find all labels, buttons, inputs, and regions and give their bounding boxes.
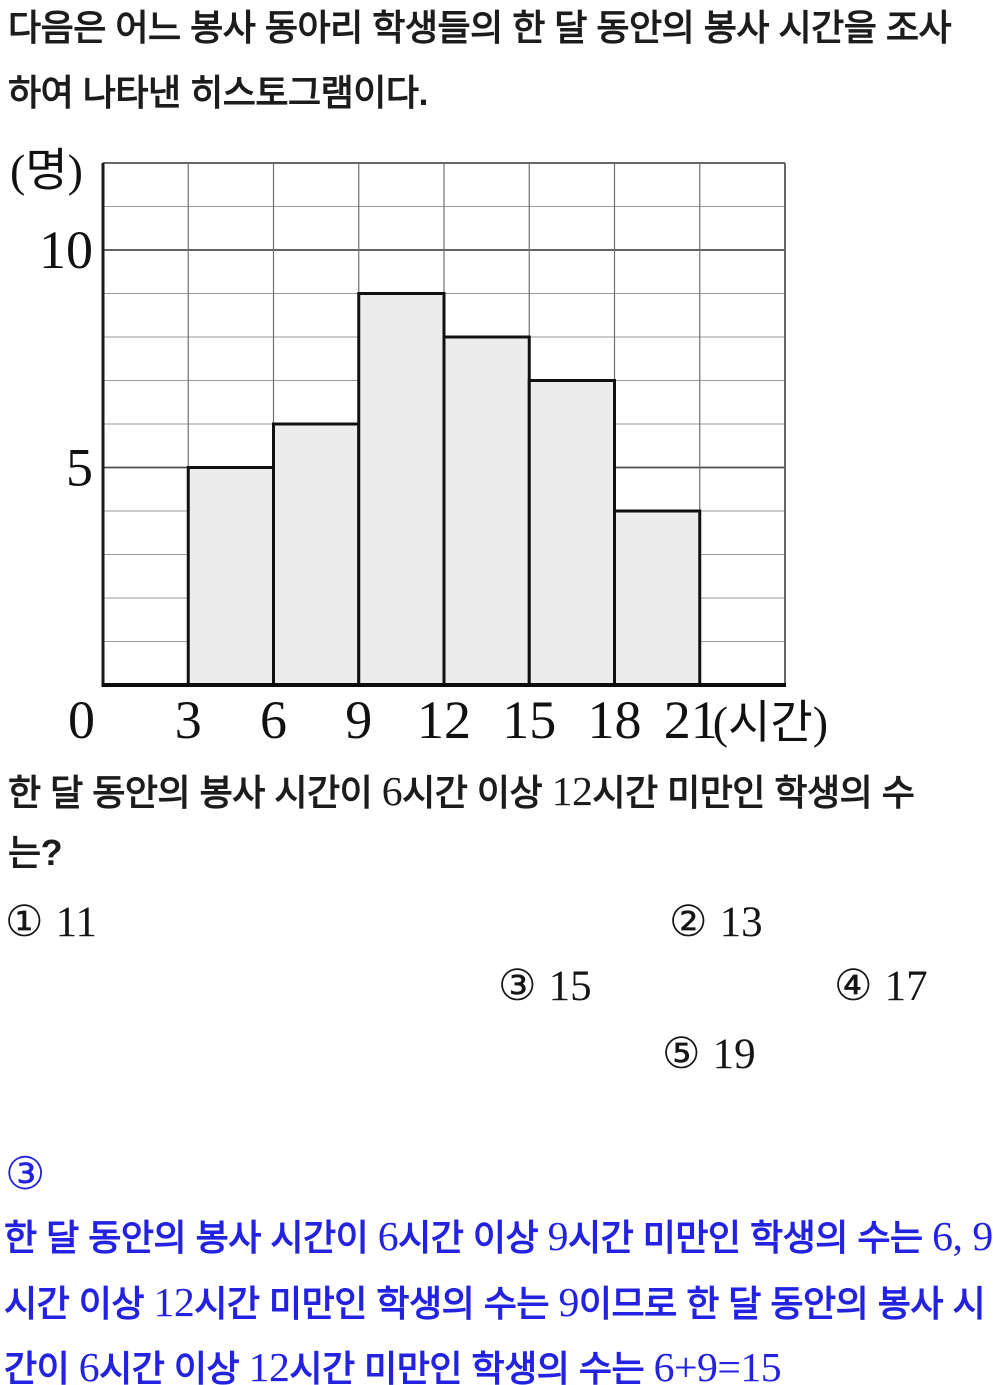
histogram-svg: 5 10 0 3 6 9 12 15 18 21 (명) (시간) [10, 145, 828, 750]
histogram-chart: 5 10 0 3 6 9 12 15 18 21 (명) (시간) [0, 140, 993, 760]
histogram-bar [613, 509, 702, 687]
serif-number: 6 [377, 1214, 399, 1260]
x-axis-tick-label: 15 [502, 690, 556, 750]
x-axis-tick-label: 6 [260, 690, 287, 750]
problem-intro-line1: 다음은 어느 봉사 동아리 학생들의 한 달 동안의 봉사 시간을 조사 [8, 7, 952, 48]
serif-number: 6 [381, 769, 403, 815]
x-axis-tick-label: 3 [175, 690, 202, 750]
x-axis-tick-label: 9 [345, 690, 372, 750]
serif-number: 6 [78, 1345, 100, 1385]
x-axis-unit-label: (시간) [713, 697, 828, 748]
histogram-bar [442, 335, 531, 687]
problem-intro-line2: 하여 나타낸 히스토그램이다. [8, 72, 428, 113]
serif-number: 12 [248, 1345, 290, 1385]
choice-5-marker: ⑤ [662, 1031, 701, 1078]
choice-3-marker: ③ [498, 963, 537, 1010]
serif-number: 9 [558, 1280, 579, 1326]
y-axis-unit-label: (명) [10, 145, 83, 196]
choice-4-marker: ④ [834, 963, 873, 1010]
y-axis-tick-label: 5 [66, 438, 93, 498]
choice-4-value: 17 [884, 963, 928, 1010]
histogram-bar [272, 422, 361, 687]
serif-number: 6, 9 [932, 1214, 993, 1260]
choice-5-value: 19 [712, 1031, 756, 1078]
x-axis-tick-label: 21 [664, 690, 718, 750]
choice-option-4[interactable]: ④ 17 [834, 963, 928, 1010]
serif-number: 9 [547, 1214, 569, 1260]
histogram-bar [357, 292, 446, 687]
choice-option-5[interactable]: ⑤ 19 [662, 1031, 756, 1078]
x-axis-tick-label: 0 [68, 690, 95, 750]
serif-number: 12 [551, 769, 593, 815]
serif-number: 12 [153, 1280, 195, 1326]
histogram-bar [186, 466, 275, 687]
choice-1-marker: ① [5, 899, 44, 946]
choice-3-value: 15 [548, 963, 592, 1010]
choice-2-value: 13 [719, 899, 763, 946]
choice-1-value: 11 [55, 899, 97, 946]
explanation-line3: 간이 6시간 이상 12시간 미만인 학생의 수는 6+9=15 [4, 1345, 782, 1385]
x-axis-tick-label: 18 [588, 690, 642, 750]
serif-number: 6+9=15 [653, 1345, 782, 1385]
explanation-line1: 한 달 동안의 봉사 시간이 6시간 이상 9시간 미만인 학생의 수는 6, … [4, 1214, 993, 1260]
x-axis-tick-label: 12 [417, 690, 471, 750]
question-text-line1: 한 달 동안의 봉사 시간이 6시간 이상 12시간 미만인 학생의 수 [8, 769, 915, 815]
correct-answer-marker: ③ [5, 1149, 46, 1199]
choice-option-1[interactable]: ① 11 [5, 899, 97, 946]
choice-2-marker: ② [669, 899, 708, 946]
explanation-line2: 시간 이상 12시간 미만인 학생의 수는 9이므로 한 달 동안의 봉사 시 [4, 1280, 986, 1326]
question-text-line2: 는? [8, 832, 63, 873]
histogram-bar [527, 379, 616, 687]
choice-option-2[interactable]: ② 13 [669, 899, 763, 946]
choice-option-3[interactable]: ③ 15 [498, 963, 592, 1010]
y-axis-tick-label: 10 [39, 220, 93, 280]
